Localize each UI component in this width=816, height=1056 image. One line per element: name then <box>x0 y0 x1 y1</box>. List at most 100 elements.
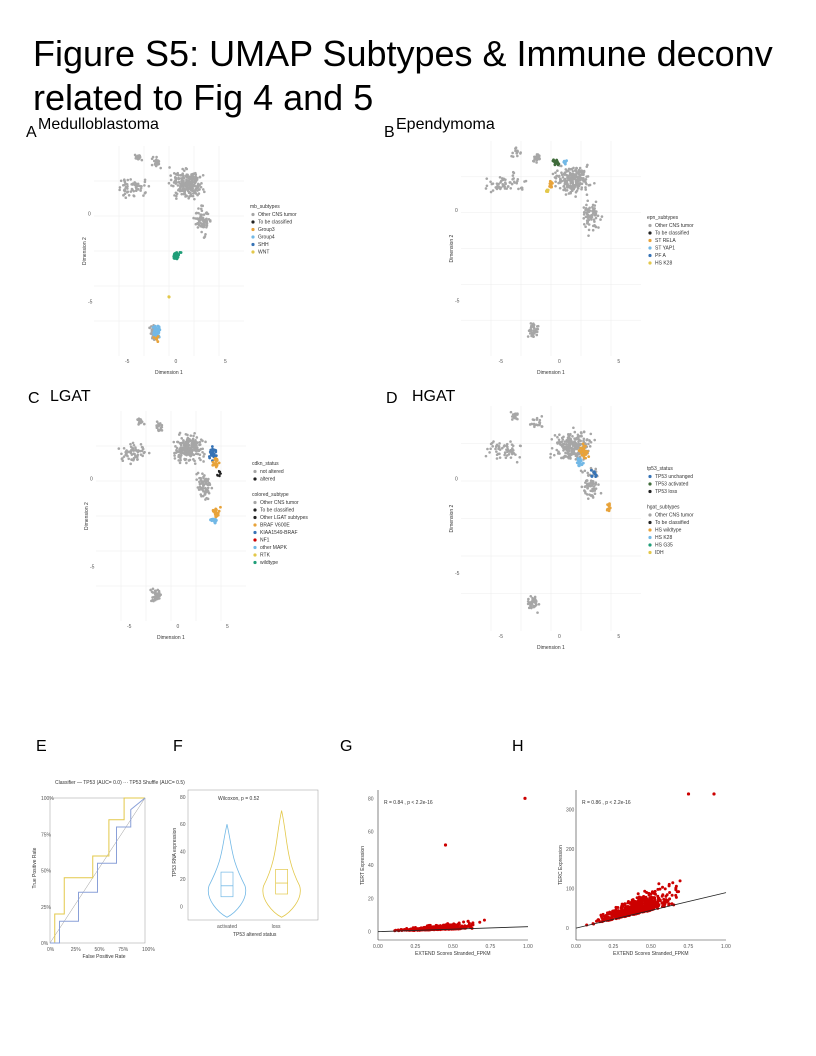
data-point <box>641 895 645 899</box>
point-other <box>198 175 202 179</box>
point-other <box>204 218 207 221</box>
x-tick-label: 5 <box>224 359 227 365</box>
outlier-point <box>712 792 716 796</box>
point-other <box>498 442 501 445</box>
point-other <box>577 440 580 444</box>
point-other <box>580 432 583 435</box>
point-other <box>202 455 205 458</box>
point-other <box>173 457 177 460</box>
x-tick-label: 0.25 <box>411 944 421 950</box>
point-other <box>565 169 569 173</box>
point-other <box>182 439 185 443</box>
point-other <box>191 194 195 198</box>
x-tick-label: activated <box>217 924 237 930</box>
point-tp53 <box>590 474 593 478</box>
y-tick-label: 100 <box>566 887 575 893</box>
point-other <box>556 435 559 439</box>
point-braf-v600e <box>215 463 219 467</box>
data-point <box>448 926 452 930</box>
point-other <box>142 451 146 455</box>
point-other <box>174 182 178 185</box>
point-tp53 <box>592 470 596 474</box>
data-point <box>623 906 627 910</box>
point-other <box>206 486 210 490</box>
data-point <box>608 912 612 916</box>
point-other <box>191 192 195 195</box>
point-other <box>587 228 591 232</box>
point-other <box>533 332 536 335</box>
data-point <box>667 902 671 906</box>
point-other <box>533 155 536 159</box>
point-other <box>502 177 506 181</box>
point-other <box>136 182 140 186</box>
data-point <box>651 899 655 903</box>
point-other <box>137 423 140 426</box>
plot-area <box>576 790 726 940</box>
x-axis-label: EXTEND Scores Stranded_FPKM <box>613 951 689 957</box>
point-other <box>136 453 140 457</box>
legend-entry: PF A <box>655 253 667 259</box>
data-point <box>644 895 648 899</box>
point-other <box>568 434 571 437</box>
legend-key <box>253 469 257 474</box>
point-other <box>586 209 590 212</box>
point-other <box>204 477 208 481</box>
point-other <box>535 153 539 156</box>
point-other <box>167 181 171 185</box>
point-other <box>185 186 189 190</box>
data-point <box>674 886 678 890</box>
point-other <box>198 480 201 484</box>
legend-key <box>648 474 652 479</box>
point-other <box>560 171 563 175</box>
point-other <box>563 177 566 181</box>
y-axis-label: TERT Expression <box>360 846 366 885</box>
y-tick-label: 75% <box>41 832 52 838</box>
point-other <box>131 441 135 445</box>
point-other <box>565 180 569 183</box>
point-other <box>183 169 186 172</box>
point-other <box>558 452 561 455</box>
point-other <box>193 447 196 451</box>
stat-annotation: Wilcoxon, p = 0.52 <box>218 796 259 802</box>
data-point <box>636 892 640 896</box>
x-tick-label: loss <box>272 924 281 930</box>
point-other <box>117 447 121 450</box>
point-other <box>202 460 205 463</box>
point-other <box>169 174 172 177</box>
point-pf-a <box>565 159 568 163</box>
point-kiaa1549-braf <box>214 454 217 458</box>
point-other <box>488 451 491 454</box>
point-other <box>511 174 515 177</box>
point-other <box>567 452 571 456</box>
point-other <box>593 220 596 223</box>
y-tick-label: 25% <box>41 905 52 911</box>
data-point <box>656 896 660 900</box>
x-axis-label: Dimension 1 <box>157 635 185 641</box>
point-other <box>584 181 588 184</box>
point-other <box>154 593 158 597</box>
outlier-point <box>686 792 691 796</box>
point-other <box>535 158 539 162</box>
point-shh <box>172 254 176 258</box>
point-other <box>201 204 204 208</box>
legend-key <box>648 223 652 228</box>
point-other <box>561 176 565 179</box>
point-other <box>517 187 520 191</box>
data-point <box>668 891 672 895</box>
legend-entry: To be classified <box>655 520 689 526</box>
point-other <box>549 452 552 456</box>
point-other <box>588 439 591 442</box>
point-other <box>593 489 597 492</box>
point-other <box>532 605 536 609</box>
point-other <box>582 437 586 441</box>
data-point <box>649 901 653 905</box>
point-other <box>495 457 499 460</box>
data-point <box>652 891 656 895</box>
data-point <box>674 895 678 899</box>
x-tick-label: 0.50 <box>448 944 458 950</box>
point-other <box>538 418 542 422</box>
point-other <box>206 497 210 501</box>
point-other <box>495 182 499 185</box>
point-other <box>566 176 569 179</box>
point-other <box>571 170 575 173</box>
